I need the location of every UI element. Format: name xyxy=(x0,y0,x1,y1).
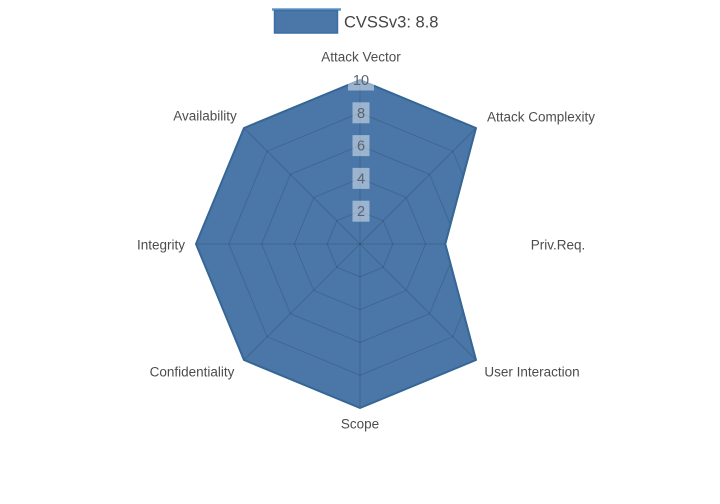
axis-spoke xyxy=(243,243,361,361)
radial-tick-bg xyxy=(352,135,370,157)
radial-tick-label: 4 xyxy=(357,171,365,187)
axis-label-integrity: Integrity xyxy=(137,238,185,253)
axis-spoke xyxy=(243,127,361,245)
axis-label-availability: Availability xyxy=(173,109,237,124)
radial-tick-label: 6 xyxy=(357,139,365,155)
radar-polygon-border xyxy=(195,79,477,409)
axis-labels: Attack Vector Attack Complexity Priv.Req. U… xyxy=(137,50,595,432)
radial-tick-label: 2 xyxy=(357,204,365,220)
radial-tick-bg xyxy=(352,167,370,189)
radial-axis-ticks: 2 4 6 8 10 xyxy=(348,69,374,222)
axis-label-attack-vector: Attack Vector xyxy=(321,50,401,65)
axis-label-scope: Scope xyxy=(341,417,379,432)
grid-ring xyxy=(326,210,394,278)
radial-tick-bg xyxy=(348,69,374,91)
radial-tick-bg xyxy=(352,200,370,222)
axis-label-attack-complexity: Attack Complexity xyxy=(487,110,595,125)
radar-polygon-fill xyxy=(196,80,476,408)
axis-spoke xyxy=(359,127,476,245)
legend-swatch[interactable] xyxy=(273,9,339,34)
axis-label-confidentiality: Confidentiality xyxy=(150,365,235,380)
grid-ring xyxy=(261,145,459,343)
grid-ring xyxy=(293,177,427,311)
legend[interactable]: CVSSv3: 8.8 xyxy=(272,8,438,34)
radial-tick-label: 10 xyxy=(353,73,369,89)
radial-tick-bg xyxy=(352,102,370,124)
radial-tick-label: 8 xyxy=(357,106,365,122)
axis-label-user-interaction: User Interaction xyxy=(484,365,579,380)
axis-spoke xyxy=(359,243,476,361)
axis-label-priv-req: Priv.Req. xyxy=(531,238,586,253)
legend-label[interactable]: CVSSv3: 8.8 xyxy=(344,14,438,32)
